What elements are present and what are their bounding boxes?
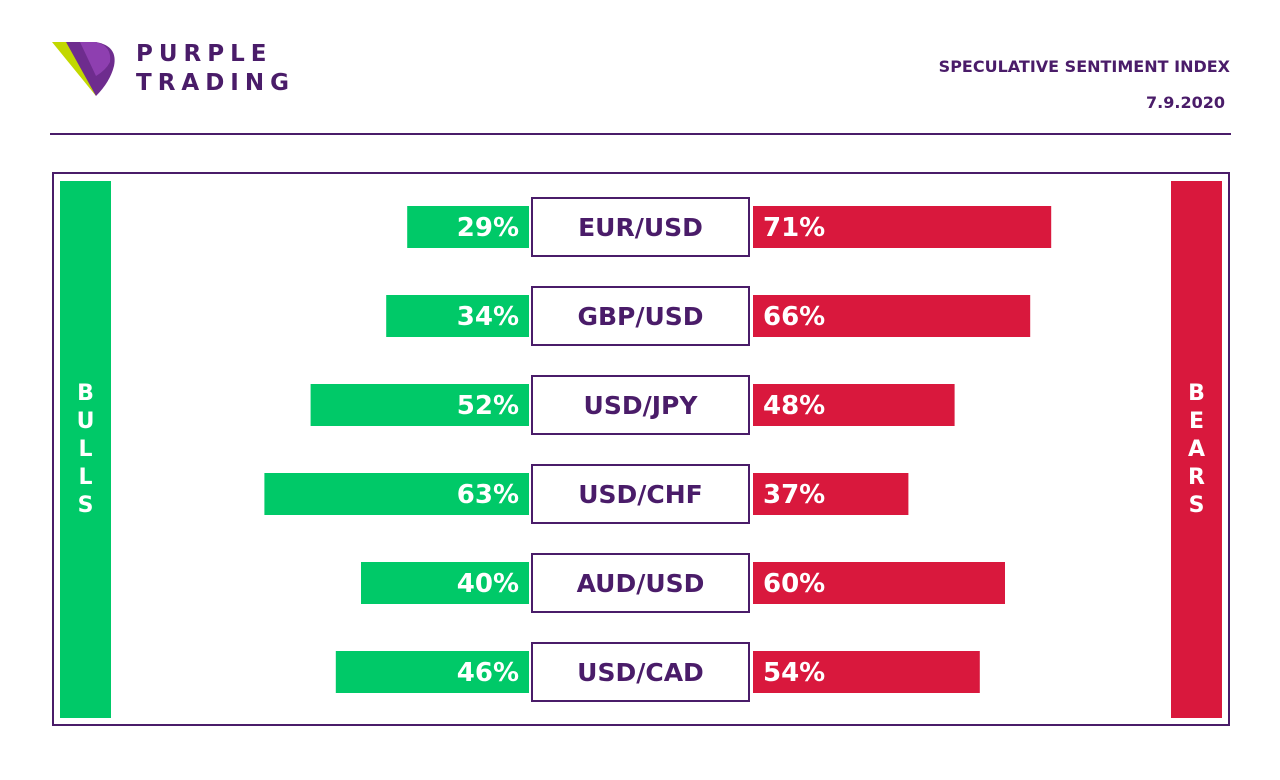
- pair-label-box: [531, 464, 750, 524]
- pair-label-box: [531, 375, 750, 435]
- pair-label: USD/CAD: [577, 658, 704, 687]
- brand-line2: TRADING: [136, 70, 295, 96]
- bear-bar: [753, 295, 1031, 337]
- bull-value-label: 29%: [457, 213, 519, 243]
- bull-bar: [361, 562, 529, 604]
- bull-value-label: 40%: [457, 569, 519, 599]
- bear-value-label: 66%: [763, 302, 825, 332]
- bear-value-label: 54%: [763, 658, 825, 688]
- bear-bar: [753, 206, 1052, 248]
- bear-bar: [753, 384, 955, 426]
- bear-bar: [753, 473, 909, 515]
- bears-side-bar: BEARS: [1171, 181, 1222, 718]
- bulls-side-label: BULLS: [76, 380, 95, 518]
- bull-value-label: 63%: [457, 480, 519, 510]
- pair-label: USD/JPY: [584, 391, 699, 420]
- pair-label: USD/CHF: [578, 480, 703, 509]
- bear-value-label: 48%: [763, 391, 825, 421]
- chart-frame: [52, 172, 1230, 726]
- bear-bar: [753, 562, 1005, 604]
- header-divider: [50, 133, 1231, 135]
- bears-side-label: BEARS: [1187, 380, 1206, 518]
- bear-value-label: 60%: [763, 569, 825, 599]
- bull-bar: [386, 295, 529, 337]
- pair-label: AUD/USD: [577, 569, 705, 598]
- bear-value-label: 37%: [763, 480, 825, 510]
- bear-value-label: 71%: [763, 213, 825, 243]
- index-date: 7.9.2020: [1146, 93, 1225, 112]
- pair-label-box: [531, 286, 750, 346]
- brand-wordmark: PURPLE TRADING: [136, 40, 295, 98]
- purple-trading-logo-icon: [52, 42, 115, 96]
- bull-bar: [264, 473, 529, 515]
- bulls-side-bar: BULLS: [60, 181, 111, 718]
- pair-label: GBP/USD: [577, 302, 703, 331]
- pair-label-box: [531, 553, 750, 613]
- bull-bar: [407, 206, 529, 248]
- bull-value-label: 52%: [457, 391, 519, 421]
- bull-value-label: 46%: [457, 658, 519, 688]
- pair-label-box: [531, 642, 750, 702]
- pair-label: EUR/USD: [578, 213, 703, 242]
- bull-bar: [335, 651, 529, 693]
- pair-label-box: [531, 197, 750, 257]
- brand-line1: PURPLE: [136, 41, 273, 67]
- bull-bar: [310, 384, 529, 426]
- index-title: SPECULATIVE SENTIMENT INDEX: [938, 57, 1230, 76]
- bull-value-label: 34%: [457, 302, 519, 332]
- bear-bar: [753, 651, 980, 693]
